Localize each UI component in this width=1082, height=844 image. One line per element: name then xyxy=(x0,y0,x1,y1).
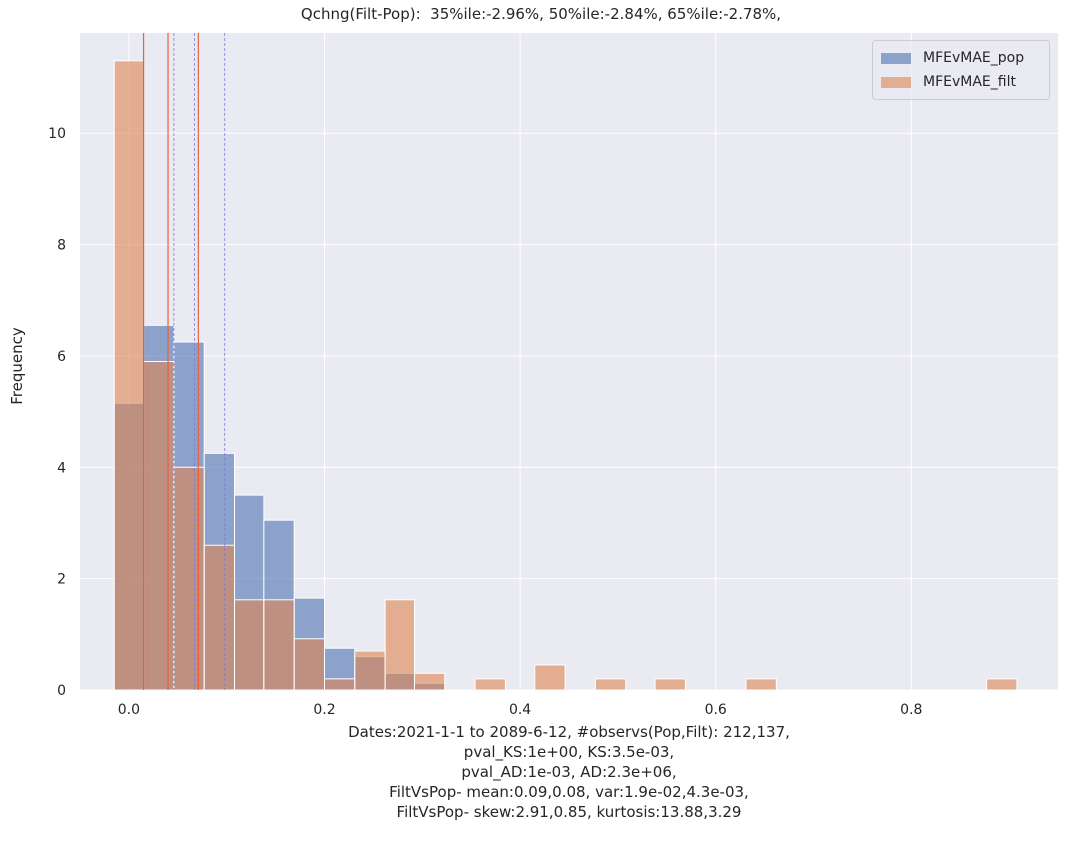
x-axis-label-line-2: pval_KS:1e+00, KS:3.5e-03, xyxy=(463,743,675,761)
histogram-bar-filt xyxy=(173,466,205,691)
x-tick-label: 0.6 xyxy=(705,702,727,718)
histogram-bar-filt xyxy=(413,672,446,691)
histogram-bar-filt xyxy=(594,678,627,691)
legend-swatch-pop xyxy=(881,52,911,64)
histogram-bar-filt xyxy=(234,599,265,691)
histogram-bar-filt xyxy=(384,599,415,691)
histogram-bar-filt xyxy=(534,664,566,691)
legend-entry-filt: MFEvMAE_filt xyxy=(881,73,1016,91)
y-axis-label: Frequency xyxy=(8,327,26,405)
histogram-bar-filt xyxy=(293,638,326,691)
x-axis-label-block: Dates:2021-1-1 to 2089-6-12, #observs(Po… xyxy=(0,722,1082,822)
histogram-bar-filt xyxy=(263,599,295,691)
histogram-bar-filt xyxy=(474,678,506,691)
chart-title: Qchng(Filt-Pop): 35%ile:-2.96%, 50%ile:-… xyxy=(300,5,782,23)
legend-entry-pop: MFEvMAE_pop xyxy=(881,49,1024,67)
histogram-bar-filt xyxy=(986,678,1018,691)
histogram-bar-filt xyxy=(203,544,236,691)
x-axis-label-line-4: FiltVsPop- mean:0.09,0.08, var:1.9e-02,4… xyxy=(389,783,749,801)
x-tick-label: 0.8 xyxy=(900,702,922,718)
y-tick-label: 4 xyxy=(57,460,66,476)
x-tick-label: 0.2 xyxy=(313,702,335,718)
histogram-bar-filt xyxy=(745,678,777,691)
y-tick-label: 6 xyxy=(57,349,66,365)
legend-label-pop: MFEvMAE_pop xyxy=(923,50,1025,66)
x-axis-label-line-5: FiltVsPop- skew:2.91,0.85, kurtosis:13.8… xyxy=(396,803,742,821)
y-tick-label: 2 xyxy=(57,572,66,588)
x-axis-label-line-1: Dates:2021-1-1 to 2089-6-12, #observs(Po… xyxy=(348,723,790,741)
histogram-bar-filt xyxy=(324,678,356,691)
histogram-bar-filt xyxy=(143,361,175,691)
y-tick-label: 0 xyxy=(57,683,66,699)
legend: MFEvMAE_pop MFEvMAE_filt xyxy=(872,40,1050,100)
x-axis-label-line-3: pval_AD:1e-03, AD:2.3e+06, xyxy=(461,763,677,781)
histogram-bar-filt xyxy=(654,678,686,691)
x-tick-label: 0.4 xyxy=(509,702,531,718)
histogram-bar-filt xyxy=(354,650,386,691)
histogram-bar-filt xyxy=(113,60,145,691)
y-tick-label: 10 xyxy=(48,126,66,142)
legend-label-filt: MFEvMAE_filt xyxy=(923,74,1016,90)
y-tick-label: 8 xyxy=(57,238,66,254)
legend-swatch-filt xyxy=(881,76,911,88)
x-tick-label: 0.0 xyxy=(118,702,140,718)
